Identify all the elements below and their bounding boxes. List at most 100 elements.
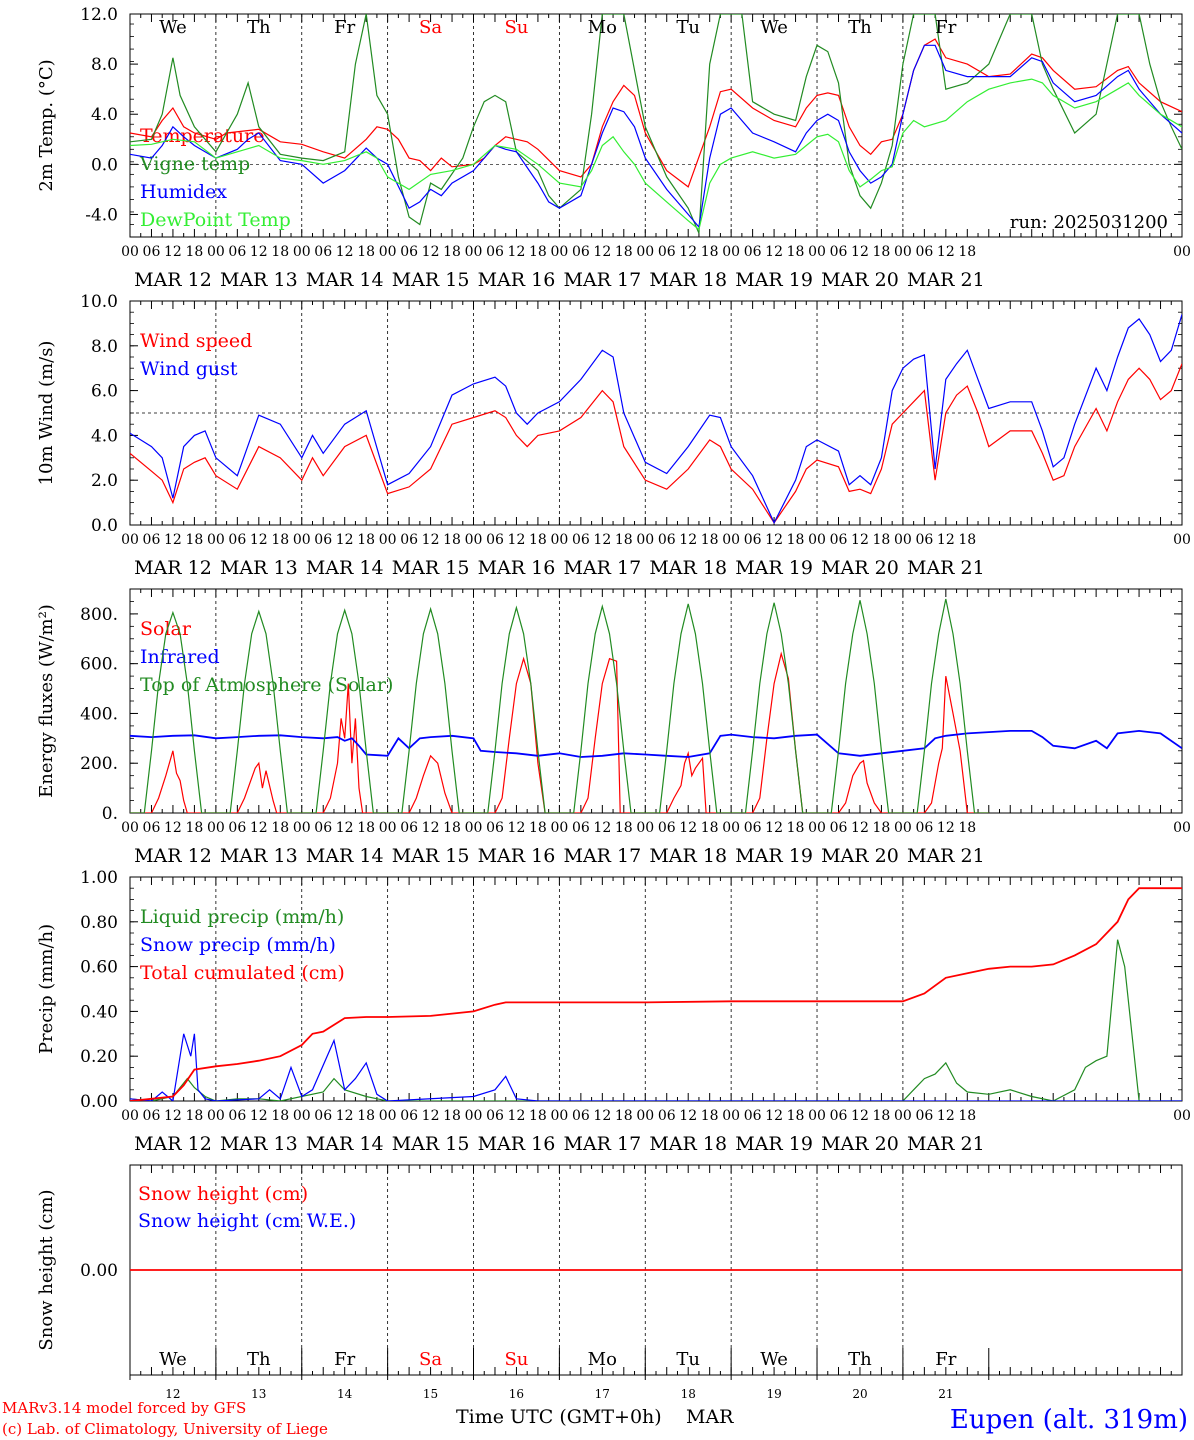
hour-tick-label: 00 bbox=[894, 1108, 912, 1124]
hour-tick-label: 06 bbox=[572, 244, 590, 260]
hour-tick-label: 00 bbox=[207, 820, 225, 836]
hour-tick-label: 12 bbox=[851, 1108, 869, 1124]
hour-tick-label: 06 bbox=[658, 244, 676, 260]
series-line-vigne-temp bbox=[130, 14, 1182, 234]
hour-tick-label: 12 bbox=[679, 532, 697, 548]
hour-tick-label: 18 bbox=[357, 820, 375, 836]
hour-tick-label: 18 bbox=[958, 244, 976, 260]
series-line-liquid-precip-mm-h- bbox=[130, 939, 1182, 1101]
hour-tick-label: 00 bbox=[379, 244, 397, 260]
hour-tick-label: 00 bbox=[121, 244, 139, 260]
weekday-label: Tu bbox=[676, 17, 700, 38]
hour-tick-label: 00 bbox=[636, 244, 654, 260]
hour-tick-label: 18 bbox=[357, 532, 375, 548]
hour-tick-label: 18 bbox=[701, 244, 719, 260]
date-label: MAR 18 bbox=[649, 557, 727, 579]
y-tick-label: 1.00 bbox=[80, 868, 118, 888]
hour-tick-label: 18 bbox=[787, 820, 805, 836]
date-label: MAR 21 bbox=[907, 557, 985, 579]
hour-tick-label: 00 bbox=[379, 532, 397, 548]
hour-tick-label: 00 bbox=[808, 532, 826, 548]
y-tick-label: 0.60 bbox=[80, 958, 118, 978]
hour-tick-label: 06 bbox=[143, 1108, 161, 1124]
hour-tick-label: 06 bbox=[486, 244, 504, 260]
hour-tick-label: 12 bbox=[164, 244, 182, 260]
panel-5: 0.00 Snow height (cm) Snow height (cm) Snow… bbox=[36, 1164, 1183, 1401]
legend-total-cumulated-cm-: Total cumulated (cm) bbox=[140, 962, 345, 984]
hour-tick-label: 12 bbox=[593, 1108, 611, 1124]
date-label: MAR 18 bbox=[649, 269, 727, 291]
hour-tick-label: 18 bbox=[958, 532, 976, 548]
hour-tick-label: 12 bbox=[508, 820, 526, 836]
legend-vigne-temp: Vigne temp bbox=[139, 153, 250, 175]
footer: MARv3.14 model forced by GFS (c) Lab. of… bbox=[2, 1399, 1188, 1438]
hour-tick-label: 12 bbox=[679, 820, 697, 836]
hour-tick-label: 18 bbox=[443, 820, 461, 836]
legend-top-of-atmosphere-solar-: Top of Atmosphere (Solar) bbox=[140, 674, 393, 696]
hour-tick-label: 00 bbox=[1173, 532, 1191, 548]
hour-tick-label: 18 bbox=[185, 532, 203, 548]
hour-tick-label: 18 bbox=[185, 244, 203, 260]
legend-snow-height-cm-w-e-: Snow height (cm W.E.) bbox=[138, 1210, 356, 1232]
hour-tick-label: 00 bbox=[722, 820, 740, 836]
date-label: MAR 14 bbox=[306, 557, 384, 579]
x-axis-month: MAR bbox=[686, 1406, 734, 1428]
hour-tick-label: 06 bbox=[915, 244, 933, 260]
hour-tick-label: 18 bbox=[615, 532, 633, 548]
date-label: MAR 19 bbox=[735, 557, 813, 579]
hour-tick-label: 00 bbox=[379, 820, 397, 836]
weekday-label: Fr bbox=[935, 17, 956, 38]
hour-tick-label: 06 bbox=[228, 820, 246, 836]
hour-tick-label: 18 bbox=[873, 244, 891, 260]
hour-tick-label: 06 bbox=[400, 244, 418, 260]
date-label: MAR 19 bbox=[735, 1133, 813, 1155]
hour-tick-label: 12 bbox=[937, 244, 955, 260]
date-label: MAR 17 bbox=[563, 557, 641, 579]
hour-tick-label: 12 bbox=[422, 532, 440, 548]
hour-tick-label: 00 bbox=[465, 532, 483, 548]
hour-tick-label: 06 bbox=[143, 532, 161, 548]
hour-tick-label: 00 bbox=[808, 820, 826, 836]
date-label: MAR 13 bbox=[220, 557, 298, 579]
hour-tick-label: 12 bbox=[336, 244, 354, 260]
date-label: MAR 17 bbox=[563, 269, 641, 291]
hour-tick-label: 06 bbox=[572, 820, 590, 836]
y-tick-label: 8.0 bbox=[91, 55, 118, 75]
y-tick-label: 0.20 bbox=[80, 1047, 118, 1067]
hour-tick-label: 18 bbox=[873, 820, 891, 836]
date-label: MAR 16 bbox=[478, 269, 556, 291]
hour-tick-label: 00 bbox=[465, 244, 483, 260]
hour-tick-label: 00 bbox=[1173, 244, 1191, 260]
hour-tick-label: 18 bbox=[271, 1108, 289, 1124]
hour-tick-label: 12 bbox=[508, 244, 526, 260]
y-tick-label: 12.0 bbox=[80, 5, 118, 25]
series-line-total-cumulated-cm- bbox=[130, 887, 1182, 1101]
day-number-label: 19 bbox=[766, 1387, 781, 1401]
date-label: MAR 17 bbox=[563, 845, 641, 867]
hour-tick-label: 06 bbox=[400, 1108, 418, 1124]
date-label: MAR 15 bbox=[392, 269, 470, 291]
date-label: MAR 13 bbox=[220, 845, 298, 867]
day-number-label: 15 bbox=[423, 1387, 438, 1401]
hour-tick-label: 18 bbox=[529, 1108, 547, 1124]
hour-tick-label: 00 bbox=[722, 1108, 740, 1124]
weekday-label: Fr bbox=[334, 17, 355, 38]
hour-tick-label: 12 bbox=[593, 244, 611, 260]
legend-snow-precip-mm-h-: Snow precip (mm/h) bbox=[140, 934, 336, 956]
hour-tick-label: 18 bbox=[958, 820, 976, 836]
date-label: MAR 20 bbox=[821, 557, 899, 579]
day-number-label: 18 bbox=[681, 1387, 696, 1401]
hour-tick-label: 12 bbox=[508, 532, 526, 548]
hour-tick-label: 18 bbox=[701, 820, 719, 836]
day-number-label: 13 bbox=[251, 1387, 266, 1401]
hour-tick-label: 00 bbox=[636, 532, 654, 548]
hour-tick-label: 00 bbox=[808, 1108, 826, 1124]
hour-tick-label: 18 bbox=[357, 1108, 375, 1124]
hour-tick-label: 06 bbox=[572, 1108, 590, 1124]
panel-3: 0. 200. 400. 600. 800. Energy fluxes (W/m²) So… bbox=[36, 588, 1191, 867]
hour-tick-label: 06 bbox=[400, 532, 418, 548]
hour-tick-label: 18 bbox=[185, 1108, 203, 1124]
hour-tick-label: 00 bbox=[465, 820, 483, 836]
hour-tick-label: 00 bbox=[379, 1108, 397, 1124]
hour-tick-label: 12 bbox=[937, 532, 955, 548]
